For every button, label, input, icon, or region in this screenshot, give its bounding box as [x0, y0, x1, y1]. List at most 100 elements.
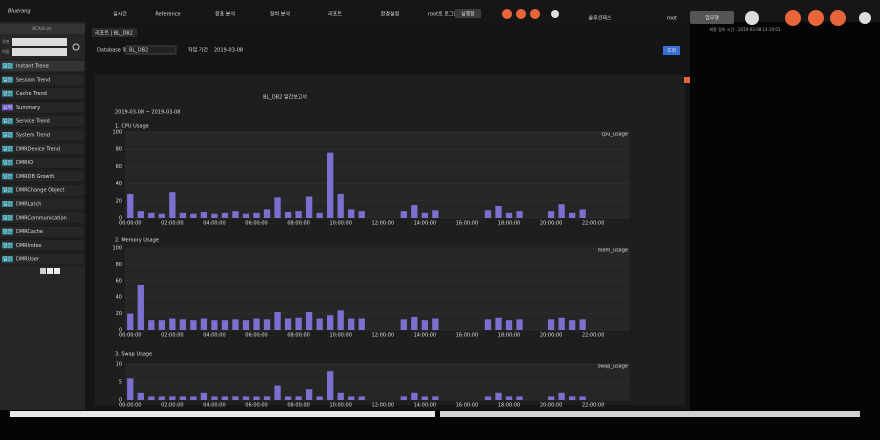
sidebar-item[interactable]	[0, 128, 86, 142]
item-name[interactable]: DMRCommunication	[16, 215, 67, 221]
bar	[505, 320, 513, 330]
sidebar-item[interactable]	[0, 87, 86, 101]
menu-item[interactable]: 장표 분석	[215, 11, 235, 18]
bar	[316, 396, 323, 400]
x-tick-label: 18:00:00	[498, 333, 520, 339]
item-tag: 일간	[3, 145, 13, 152]
run-button[interactable]	[455, 9, 481, 18]
db-input[interactable]	[125, 45, 177, 55]
bar	[421, 320, 428, 330]
bar	[337, 193, 344, 218]
bar	[579, 396, 586, 400]
tab-label: 리포트 | BL_DB2	[95, 30, 133, 37]
item-name[interactable]: System Trend	[16, 133, 50, 139]
sidebar-item[interactable]	[0, 73, 86, 87]
bar	[284, 318, 292, 330]
tab[interactable]	[92, 28, 137, 37]
chart-title: 1. CPU Usage	[115, 124, 149, 130]
page-button[interactable]	[40, 268, 46, 274]
item-tag: 일간	[3, 214, 13, 221]
bar	[579, 209, 586, 218]
x-tick-label: 04:00:00	[203, 403, 225, 409]
run-label[interactable]: 실행창	[461, 11, 475, 18]
page-number[interactable]: 3	[55, 269, 58, 275]
item-name[interactable]: DMRCache	[16, 229, 43, 235]
x-tick-label: 00:00:00	[119, 403, 141, 409]
bar	[158, 213, 165, 218]
icon-button[interactable]	[502, 9, 512, 19]
bar	[400, 319, 407, 330]
bar	[579, 319, 586, 330]
alarm-icon[interactable]	[859, 12, 871, 24]
page-number[interactable]: 1	[41, 269, 44, 275]
icon-button[interactable]	[785, 10, 801, 26]
item-name[interactable]: Service Trend	[16, 119, 50, 125]
export-icon[interactable]	[684, 77, 690, 83]
scrollbar[interactable]	[440, 411, 860, 417]
sidebar-item[interactable]	[0, 169, 86, 183]
menu-item[interactable]: 장비 분석	[270, 11, 290, 18]
sidebar-item[interactable]	[0, 59, 86, 73]
menu-item[interactable]: 실시간	[113, 11, 127, 18]
icon-button[interactable]	[530, 9, 540, 19]
item-tag-box	[2, 201, 13, 207]
sidebar-item[interactable]	[0, 156, 86, 170]
item-name[interactable]: Instant Trend	[16, 64, 49, 70]
x-tick-label: 12:00:00	[372, 333, 394, 339]
filter-value: 전체	[15, 39, 25, 46]
sidebar-item[interactable]	[0, 225, 86, 239]
page-button[interactable]	[54, 268, 60, 274]
bar	[348, 318, 355, 330]
sidebar-item[interactable]	[0, 238, 86, 252]
icon-button[interactable]	[830, 10, 846, 26]
profile-icon[interactable]	[745, 11, 759, 25]
x-tick-label: 16:00:00	[456, 403, 478, 409]
filter-select[interactable]	[12, 38, 67, 46]
scrollbar[interactable]	[10, 411, 435, 417]
bar	[127, 313, 134, 330]
bar	[200, 392, 208, 400]
search-icon[interactable]	[72, 43, 80, 51]
login-text: root로 로그인	[428, 11, 458, 18]
item-name[interactable]: DMRIndex	[16, 243, 41, 249]
search-button[interactable]	[663, 46, 680, 55]
bar	[148, 396, 155, 400]
page-number[interactable]: 2	[48, 269, 51, 275]
item-name[interactable]: DMRDB Growth	[16, 174, 55, 180]
item-name[interactable]: Cache Trend	[16, 91, 47, 97]
icon-button[interactable]	[516, 9, 526, 19]
sidebar-item[interactable]	[0, 142, 86, 156]
sidebar-item[interactable]	[0, 100, 86, 114]
menu-item[interactable]: 환경설정	[381, 11, 399, 18]
item-name[interactable]: DMRUser	[16, 257, 40, 263]
name-input[interactable]	[12, 48, 67, 56]
item-name[interactable]: DMRLatch	[16, 202, 41, 208]
sidebar-item[interactable]	[0, 211, 86, 225]
sidebar-title: BCA모니터	[32, 25, 52, 31]
page-button[interactable]	[47, 268, 53, 274]
logo: Bluerang	[8, 9, 31, 15]
bar	[432, 396, 439, 400]
sidebar-item[interactable]	[0, 114, 86, 128]
item-name[interactable]: Session Trend	[16, 77, 50, 83]
plot-area	[125, 248, 630, 330]
bar	[148, 320, 155, 330]
workmode-button[interactable]	[690, 11, 734, 24]
bar	[127, 378, 134, 400]
sidebar-item[interactable]	[0, 197, 86, 211]
item-name[interactable]: DMRChange Object	[16, 188, 64, 194]
bar	[179, 212, 187, 218]
icon-button[interactable]	[808, 10, 824, 26]
sidebar-item[interactable]	[0, 183, 86, 197]
x-tick-label: 12:00:00	[372, 221, 394, 227]
filter-label: 유형	[2, 38, 10, 44]
item-name[interactable]: DMRDevice Trend	[16, 146, 60, 152]
bar	[200, 211, 208, 218]
sidebar-item[interactable]	[0, 252, 86, 266]
bar	[316, 318, 323, 330]
item-name[interactable]: DMRIO	[16, 160, 33, 166]
menu-item[interactable]: Reference	[155, 12, 180, 18]
menu-item[interactable]: 리포트	[328, 11, 342, 18]
alarm-icon[interactable]	[551, 10, 559, 18]
item-name[interactable]: Summary	[16, 105, 40, 111]
